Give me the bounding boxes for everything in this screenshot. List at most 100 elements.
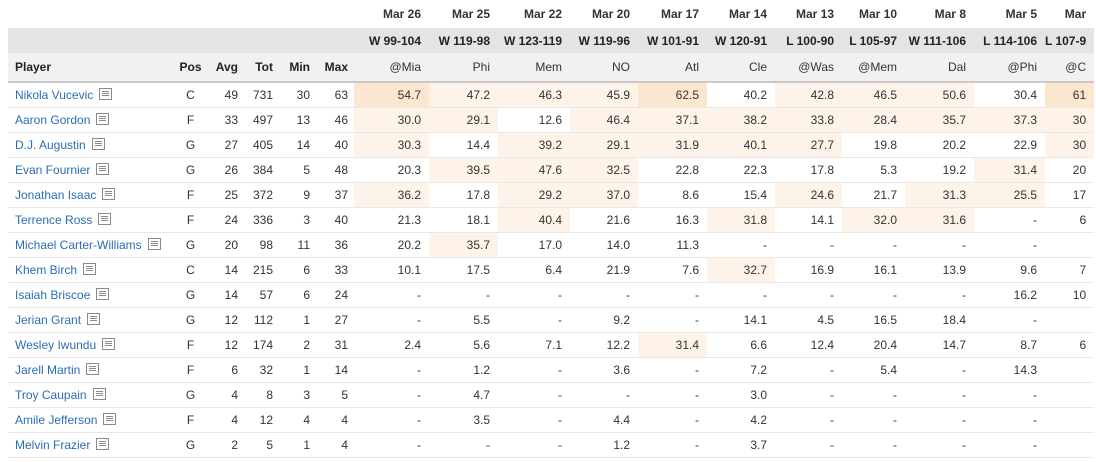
table-row: Amile Jefferson F 4 12 4 4-3.5-4.4-4.2- - - - — [8, 407, 1095, 433]
player-cell: Terrence Ross — [8, 207, 173, 233]
game-score-cell: 3.0 — [707, 382, 775, 408]
avg-column-header[interactable]: Avg — [208, 53, 244, 83]
pos-cell: F — [173, 332, 208, 358]
player-name-link[interactable]: D.J. Augustin — [15, 138, 86, 152]
player-name-link[interactable]: Melvin Frazier — [15, 438, 91, 452]
game-score-cell: 47.2 — [429, 82, 498, 108]
table-row: Jerian Grant G 12 112 1 27-5.5-9.2-14.1 4.5 16.… — [8, 307, 1095, 333]
opponent-header[interactable]: @C — [1045, 53, 1095, 83]
table-row: D.J. Augustin G 27 405 14 40 30.3 14.4 39.2 29.1 3… — [8, 132, 1095, 158]
game-score-cell: - — [905, 282, 974, 308]
player-name-link[interactable]: Wesley Iwundu — [15, 338, 97, 352]
table-row: Nikola Vucevic C 49 731 30 63 54.7 47.2 46.3 45.9… — [8, 82, 1095, 108]
game-result: W 119-98 — [429, 28, 498, 53]
player-name-link[interactable]: Amile Jefferson — [15, 413, 98, 427]
game-score-cell: - — [775, 432, 842, 458]
opponent-header[interactable]: Dal — [905, 53, 974, 83]
player-name-link[interactable]: Evan Fournier — [15, 163, 91, 177]
player-name-link[interactable]: Aaron Gordon — [15, 113, 91, 127]
game-score-cell: - — [638, 357, 707, 383]
game-score-cell: 40.4 — [498, 207, 570, 233]
notes-icon[interactable] — [96, 288, 110, 300]
notes-icon[interactable] — [147, 238, 161, 250]
opponent-header[interactable]: Cle — [707, 53, 775, 83]
game-score-cell: - — [905, 432, 974, 458]
notes-icon[interactable] — [98, 213, 112, 225]
min-column-header[interactable]: Min — [279, 53, 316, 83]
player-name-link[interactable]: Isaiah Briscoe — [15, 288, 91, 302]
game-result: W 99-104 — [354, 28, 429, 53]
notes-icon[interactable] — [102, 188, 116, 200]
notes-icon[interactable] — [86, 363, 100, 375]
tot-cell: 336 — [244, 207, 279, 233]
table-row: Wesley Iwundu F 12 174 2 31 2.4 5.6 7.1 12.2 31.4 6… — [8, 332, 1095, 358]
player-name-link[interactable]: Jonathan Isaac — [15, 188, 97, 202]
opponent-header[interactable]: @Phi — [974, 53, 1045, 83]
game-score-cell: 29.1 — [429, 107, 498, 133]
max-cell: 46 — [316, 107, 354, 133]
table-row: Isaiah Briscoe G 14 57 6 24- - - - - - - - -16.2 10 — [8, 282, 1095, 308]
game-score-cell: 6 — [1045, 332, 1095, 358]
opponent-header[interactable]: @Mia — [354, 53, 429, 83]
game-result: W 111-106 — [905, 28, 974, 53]
game-score-cell: - — [498, 407, 570, 433]
notes-icon[interactable] — [91, 138, 105, 150]
pos-cell: C — [173, 257, 208, 283]
game-score-cell: 5.3 — [842, 157, 905, 183]
avg-cell: 49 — [208, 82, 244, 108]
game-score-cell: 21.7 — [842, 182, 905, 208]
pos-cell: G — [173, 157, 208, 183]
game-score-cell: - — [974, 432, 1045, 458]
game-score-cell — [1045, 232, 1095, 258]
notes-icon[interactable] — [83, 263, 97, 275]
game-score-cell: 39.2 — [498, 132, 570, 158]
notes-icon[interactable] — [96, 163, 110, 175]
player-name-link[interactable]: Nikola Vucevic — [15, 88, 94, 102]
game-score-cell: 2.4 — [354, 332, 429, 358]
game-result: L 105-97 — [842, 28, 905, 53]
pos-cell: F — [173, 182, 208, 208]
notes-icon[interactable] — [96, 438, 110, 450]
notes-icon[interactable] — [92, 388, 106, 400]
player-name-link[interactable]: Michael Carter-Williams — [15, 238, 142, 252]
max-column-header[interactable]: Max — [316, 53, 354, 83]
game-score-cell: - — [905, 382, 974, 408]
player-column-header[interactable]: Player — [8, 53, 173, 83]
game-score-cell: - — [974, 307, 1045, 333]
notes-icon[interactable] — [87, 313, 101, 325]
player-name-link[interactable]: Jerian Grant — [15, 313, 82, 327]
opponent-header[interactable]: Phi — [429, 53, 498, 83]
player-name-link[interactable]: Jarell Martin — [15, 363, 81, 377]
tot-column-header[interactable]: Tot — [244, 53, 279, 83]
player-name-link[interactable]: Khem Birch — [15, 263, 78, 277]
game-score-cell: 14.3 — [974, 357, 1045, 383]
game-score-cell: 3.7 — [707, 432, 775, 458]
notes-icon[interactable] — [103, 413, 117, 425]
game-score-cell: 29.2 — [498, 182, 570, 208]
opponent-header[interactable]: NO — [570, 53, 638, 83]
game-result: W 123-119 — [498, 28, 570, 53]
game-score-cell: 14.1 — [775, 207, 842, 233]
game-score-cell: 46.3 — [498, 82, 570, 108]
game-date: Mar — [1045, 0, 1095, 28]
tot-cell: 215 — [244, 257, 279, 283]
pos-cell: F — [173, 207, 208, 233]
max-cell: 37 — [316, 182, 354, 208]
player-name-link[interactable]: Troy Caupain — [15, 388, 87, 402]
game-score-cell: 19.8 — [842, 132, 905, 158]
player-cell: Khem Birch — [8, 257, 173, 283]
game-score-cell: - — [354, 307, 429, 333]
notes-icon[interactable] — [99, 88, 113, 100]
opponent-header[interactable]: Mem — [498, 53, 570, 83]
opponent-header[interactable]: @Was — [775, 53, 842, 83]
tot-cell: 731 — [244, 82, 279, 108]
notes-icon[interactable] — [96, 113, 110, 125]
opponent-header[interactable]: @Mem — [842, 53, 905, 83]
game-score-cell: 35.7 — [429, 232, 498, 258]
tot-cell: 497 — [244, 107, 279, 133]
pos-column-header[interactable]: Pos — [173, 53, 208, 83]
notes-icon[interactable] — [102, 338, 116, 350]
player-name-link[interactable]: Terrence Ross — [15, 213, 93, 227]
game-score-cell: 42.8 — [775, 82, 842, 108]
opponent-header[interactable]: Atl — [638, 53, 707, 83]
